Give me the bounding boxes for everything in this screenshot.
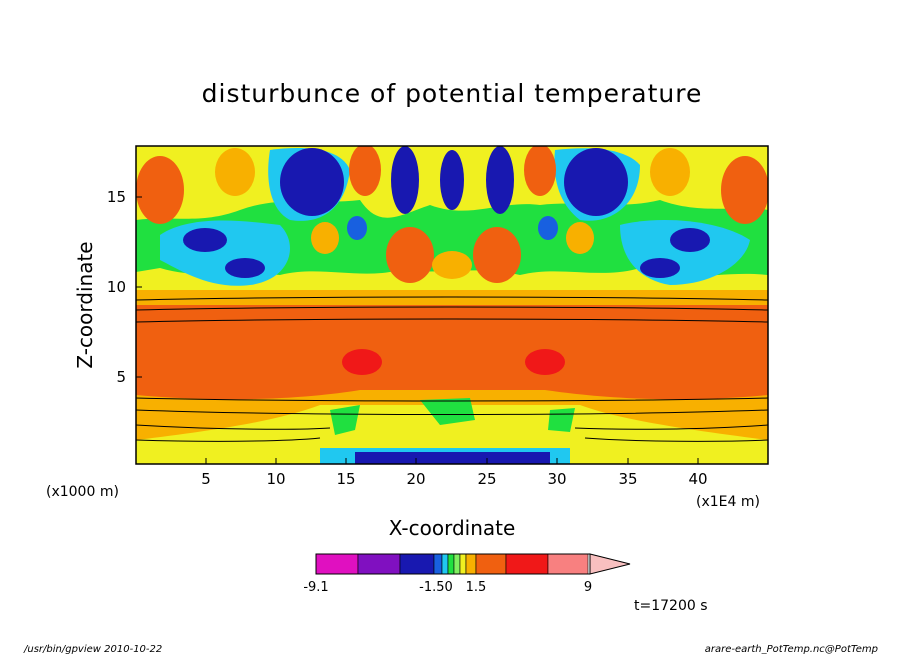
blue-core-10 [347,216,367,240]
warm-cell-6 [524,146,556,196]
colorbar-segment [465,553,477,575]
x-tick-label: 30 [547,470,566,488]
y-unit-label: (x1000 m) [46,484,119,500]
x-tick-label: 10 [266,470,285,488]
warm-cell-8 [473,227,521,283]
colorbar-segment [315,553,359,575]
blue-core-7 [225,258,265,278]
warm-cell-3 [215,148,255,196]
x-tick-label: 20 [406,470,425,488]
blue-core-6 [183,228,227,252]
colorbar-tick-label: 9 [584,580,592,595]
colorbar-segment [505,553,549,575]
warm-cell-5 [349,146,381,196]
colorbar-tick-label: -9.1 [303,580,328,595]
blue-core-2 [564,148,628,216]
plot-area [136,146,768,464]
colorbar-tick-label: -1.50 [419,580,453,595]
blue-core-3 [391,146,419,214]
y-tick-label: 15 [107,188,126,206]
warm-cell-1 [136,156,184,224]
x-tick-label: 35 [618,470,637,488]
blue-core-1 [280,148,344,216]
colorbar-tick-label: 1.5 [466,580,487,595]
colorbar-segment [459,553,467,575]
middle-layer [136,305,768,400]
x-tick-label: 15 [336,470,355,488]
colorbar-arrow [589,553,631,575]
blue-core-4 [440,150,464,210]
lower-yellow [136,405,768,464]
warm-cell-11 [432,251,472,279]
y-tick-label: 5 [116,368,126,386]
y-axis-label: Z-coordinate [73,241,97,368]
x-tick-label: 25 [477,470,496,488]
colorbar-segment [547,553,589,575]
blue-core-9 [640,258,680,278]
colorbar [315,553,589,575]
plot-frame [135,145,769,465]
x-axis-ticks [205,458,699,464]
colorbar-segment [441,553,449,575]
upper-transition-band [136,290,768,308]
footer-right: arare-earth_PotTemp.nc@PotTemp [705,644,878,654]
footer-left: /usr/bin/gpview 2010-10-22 [23,644,162,654]
warm-cell-9 [311,222,339,254]
time-label: t=17200 s [634,598,708,614]
colorbar-segment [357,553,401,575]
blue-core-5 [486,146,514,214]
colorbar-segment [433,553,443,575]
y-axis-ticks [136,196,142,378]
x-tick-label: 5 [201,470,211,488]
blue-core-11 [538,216,558,240]
chart-title: disturbunce of potential temperature [202,79,703,108]
warm-cell-7 [386,227,434,283]
contour-lines [136,296,768,442]
colorbar-segment [475,553,507,575]
lower-green-patches [330,398,575,435]
warm-cell-4 [650,148,690,196]
colorbar-segment [447,553,455,575]
x-tick-label: 40 [688,470,707,488]
warm-cell-2 [721,156,768,224]
red-cell-left [342,349,382,375]
red-cell-right [525,349,565,375]
bottom-deep-blue-band [355,452,550,464]
warm-cell-10 [566,222,594,254]
colorbar-segment [399,553,435,575]
colorbar-frame [315,553,591,575]
y-tick-label: 10 [107,278,126,296]
colorbar-segment [453,553,461,575]
x-axis-label: X-coordinate [389,516,516,540]
x-unit-label: (x1E4 m) [696,494,760,510]
blue-core-8 [670,228,710,252]
